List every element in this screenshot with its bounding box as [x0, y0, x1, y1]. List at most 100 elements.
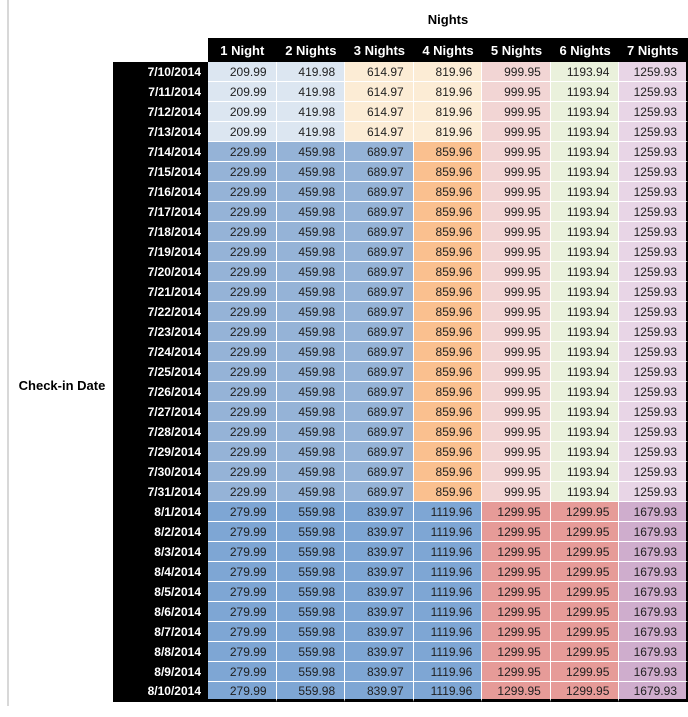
price-cell: 229.99 [208, 162, 277, 182]
table-row: 7/29/2014 229.99 459.98 689.97 859.96 999.95 1… [113, 442, 688, 462]
price-cell: 999.95 [482, 82, 551, 102]
row-header-date: 7/18/2014 [113, 222, 208, 242]
price-cell: 1299.95 [550, 562, 620, 582]
price-cell: 559.98 [276, 582, 346, 602]
row-header-date: 8/4/2014 [113, 562, 208, 582]
price-cell: 689.97 [345, 282, 414, 302]
row-header-date: 8/8/2014 [113, 642, 208, 662]
column-header: 2 Nights [276, 38, 346, 62]
price-cell: 614.97 [345, 82, 414, 102]
price-cell: 859.96 [413, 302, 483, 322]
price-cell: 1193.94 [550, 222, 620, 242]
price-cell: 1193.94 [550, 362, 620, 382]
price-cell: 999.95 [482, 482, 551, 502]
price-cell: 1259.93 [619, 142, 688, 162]
page-divider-line [7, 0, 9, 706]
price-cell: 1259.93 [619, 362, 688, 382]
column-header: 6 Nights [550, 38, 620, 62]
price-cell: 999.95 [482, 102, 551, 122]
price-cell: 999.95 [482, 462, 551, 482]
column-header: 4 Nights [413, 38, 483, 62]
price-cell: 859.96 [413, 442, 483, 462]
price-cell: 559.98 [276, 642, 346, 662]
price-cell: 1119.96 [413, 682, 483, 702]
row-header-date: 7/17/2014 [113, 202, 208, 222]
price-cell: 1193.94 [550, 302, 620, 322]
price-cell: 859.96 [413, 142, 483, 162]
price-cell: 859.96 [413, 462, 483, 482]
table-row: 7/16/2014 229.99 459.98 689.97 859.96 999.95 1… [113, 182, 688, 202]
price-cell: 1259.93 [619, 382, 688, 402]
price-cell: 1193.94 [550, 142, 620, 162]
table-row: 7/24/2014 229.99 459.98 689.97 859.96 999.95 1… [113, 342, 688, 362]
price-cell: 229.99 [208, 142, 277, 162]
row-header-date: 8/3/2014 [113, 542, 208, 562]
price-cell: 1259.93 [619, 162, 688, 182]
row-header-date: 7/12/2014 [113, 102, 208, 122]
price-cell: 229.99 [208, 402, 277, 422]
price-cell: 859.96 [413, 422, 483, 442]
price-cell: 1299.95 [482, 662, 551, 682]
price-cell: 1299.95 [550, 522, 620, 542]
price-cell: 419.98 [276, 82, 346, 102]
price-cell: 459.98 [276, 142, 346, 162]
row-header-date: 7/15/2014 [113, 162, 208, 182]
price-cell: 999.95 [482, 422, 551, 442]
price-cell: 859.96 [413, 162, 483, 182]
price-cell: 1259.93 [619, 282, 688, 302]
price-cell: 839.97 [345, 622, 414, 642]
row-header-date: 8/1/2014 [113, 502, 208, 522]
price-cell: 839.97 [345, 662, 414, 682]
table-row: 7/28/2014 229.99 459.98 689.97 859.96 999.95 1… [113, 422, 688, 442]
price-cell: 1299.95 [550, 622, 620, 642]
row-header-date: 8/6/2014 [113, 602, 208, 622]
table-row: 7/31/2014 229.99 459.98 689.97 859.96 999.95 1… [113, 482, 688, 502]
price-cell: 459.98 [276, 262, 346, 282]
price-cell: 859.96 [413, 282, 483, 302]
price-cell: 839.97 [345, 642, 414, 662]
price-cell: 689.97 [345, 302, 414, 322]
price-cell: 839.97 [345, 602, 414, 622]
price-cell: 1193.94 [550, 382, 620, 402]
price-cell: 419.98 [276, 62, 346, 82]
price-cell: 459.98 [276, 162, 346, 182]
price-cell: 279.99 [208, 582, 277, 602]
price-cell: 229.99 [208, 422, 277, 442]
price-cell: 999.95 [482, 242, 551, 262]
price-cell: 1679.93 [619, 502, 688, 522]
table-row: 8/2/2014 279.99 559.98 839.97 1119.96 1299.95… [113, 522, 688, 542]
price-cell: 559.98 [276, 662, 346, 682]
price-cell: 999.95 [482, 282, 551, 302]
row-header-date: 7/31/2014 [113, 482, 208, 502]
price-cell: 229.99 [208, 182, 277, 202]
price-cell: 1679.93 [619, 542, 688, 562]
price-cell: 819.96 [413, 102, 483, 122]
price-cell: 559.98 [276, 682, 346, 702]
price-cell: 999.95 [482, 382, 551, 402]
row-header-date: 7/19/2014 [113, 242, 208, 262]
price-cell: 209.99 [208, 62, 277, 82]
row-header-date: 7/21/2014 [113, 282, 208, 302]
price-cell: 1119.96 [413, 522, 483, 542]
price-cell: 859.96 [413, 342, 483, 362]
price-cell: 1679.93 [619, 622, 688, 642]
price-cell: 1299.95 [482, 562, 551, 582]
price-cell: 999.95 [482, 162, 551, 182]
price-cell: 209.99 [208, 122, 277, 142]
price-cell: 1679.93 [619, 662, 688, 682]
price-cell: 839.97 [345, 542, 414, 562]
price-cell: 459.98 [276, 282, 346, 302]
column-header: 3 Nights [345, 38, 414, 62]
table-row: 8/8/2014 279.99 559.98 839.97 1119.96 1299.95… [113, 642, 688, 662]
price-cell: 1259.93 [619, 302, 688, 322]
price-cell: 999.95 [482, 222, 551, 242]
table-row: 7/20/2014 229.99 459.98 689.97 859.96 999.95 1… [113, 262, 688, 282]
price-cell: 819.96 [413, 82, 483, 102]
price-cell: 1299.95 [550, 602, 620, 622]
price-cell: 1679.93 [619, 602, 688, 622]
price-cell: 229.99 [208, 302, 277, 322]
price-cell: 459.98 [276, 222, 346, 242]
price-cell: 859.96 [413, 222, 483, 242]
price-cell: 1193.94 [550, 322, 620, 342]
